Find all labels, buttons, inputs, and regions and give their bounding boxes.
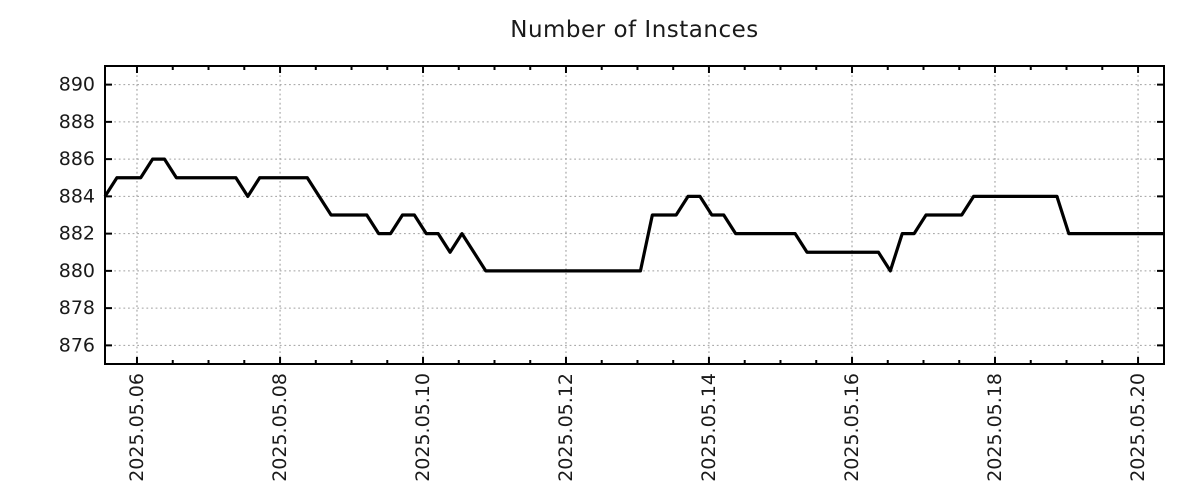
y-tick-label: 884 bbox=[59, 185, 95, 207]
x-tick-label: 2025.05.12 bbox=[555, 373, 577, 482]
x-tick-label: 2025.05.14 bbox=[698, 373, 720, 482]
y-tick-label: 878 bbox=[59, 297, 95, 319]
plot-border bbox=[104, 65, 1165, 365]
y-tick-label: 890 bbox=[59, 74, 95, 96]
chart-title: Number of Instances bbox=[510, 17, 759, 43]
y-tick-label: 880 bbox=[59, 260, 95, 282]
x-tick-label: 2025.05.10 bbox=[412, 373, 434, 482]
series-line bbox=[103, 157, 1164, 273]
y-tick-label: 888 bbox=[59, 111, 95, 133]
x-tick-label: 2025.05.18 bbox=[984, 373, 1006, 482]
x-tick-label: 2025.05.20 bbox=[1127, 373, 1149, 482]
x-tick-label: 2025.05.08 bbox=[269, 373, 291, 482]
y-tick-label: 886 bbox=[59, 148, 95, 170]
y-tick-label: 876 bbox=[59, 334, 95, 356]
y-tick-label: 882 bbox=[59, 223, 95, 245]
x-tick-label: 2025.05.16 bbox=[841, 373, 863, 482]
x-tick-label: 2025.05.06 bbox=[126, 373, 148, 482]
